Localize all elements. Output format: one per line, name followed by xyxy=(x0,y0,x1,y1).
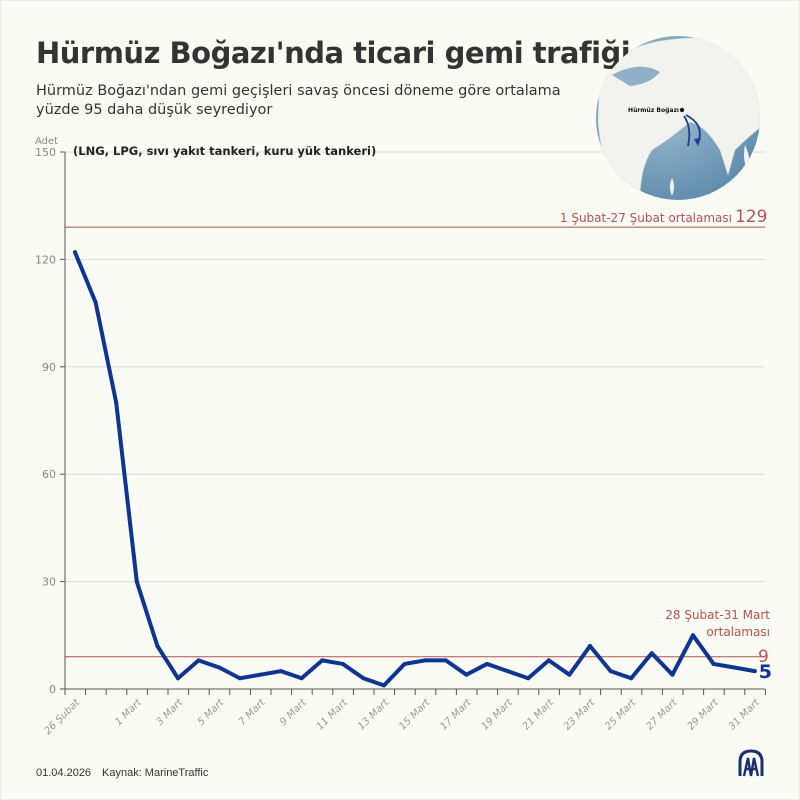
y-tick-label: 150 xyxy=(35,146,56,159)
data-point xyxy=(196,658,201,663)
data-point xyxy=(382,683,386,688)
x-tick-label: 13 Mart xyxy=(356,697,392,733)
x-tick-label: 29 Mart xyxy=(686,697,722,733)
chart-subtitle: (LNG, LPG, sıvı yakıt tankeri, kuru yük … xyxy=(73,144,376,158)
x-tick-label: 9 Mart xyxy=(278,697,309,728)
strait-marker xyxy=(679,107,685,113)
series-layer: 5 xyxy=(73,250,772,688)
x-tick-label: 27 Mart xyxy=(644,697,680,733)
x-tick-label: 5 Mart xyxy=(196,697,227,728)
data-point xyxy=(423,658,428,663)
y-tick-label: 0 xyxy=(49,683,56,696)
data-point xyxy=(588,644,592,649)
y-axis-label: Adet xyxy=(35,136,58,147)
arrow-in-icon xyxy=(683,115,691,147)
data-point xyxy=(176,676,180,681)
reference-value-feb-average: 129 xyxy=(735,207,767,227)
data-point xyxy=(73,250,77,255)
strait-label: Hürmüz Boğazı xyxy=(628,107,679,114)
data-point xyxy=(237,676,242,681)
data-point xyxy=(340,661,345,666)
x-tick-label: 23 Mart xyxy=(562,697,598,733)
data-point xyxy=(279,669,283,674)
data-point xyxy=(299,676,304,681)
data-point xyxy=(608,669,613,674)
data-point xyxy=(649,651,654,656)
data-point xyxy=(691,633,695,638)
page-subtitle: Hürmüz Boğazı'ndan gemi geçişleri savaş … xyxy=(36,83,561,118)
data-point xyxy=(546,658,551,663)
source-credit: Kaynak: MarineTraffic xyxy=(102,767,209,779)
publish-date: 01.04.2026 xyxy=(36,767,92,779)
locator-globe: Hürmüz Boğazı xyxy=(596,36,760,200)
reference-label-feb-average: 1 Şubat-27 Şubat ortalaması xyxy=(560,211,732,225)
x-tick-label: 25 Mart xyxy=(603,697,639,733)
x-tick-label: 31 Mart xyxy=(727,697,763,733)
page-title: Hürmüz Boğazı'nda ticari gemi trafiği xyxy=(36,36,631,70)
data-point xyxy=(505,669,510,674)
data-point xyxy=(752,669,757,674)
data-point xyxy=(670,672,675,677)
x-tick-label: 19 Mart xyxy=(480,697,516,733)
data-point xyxy=(402,661,407,666)
x-tick-label: 3 Mart xyxy=(154,697,185,728)
x-tick-label: 11 Mart xyxy=(315,697,351,733)
data-point xyxy=(464,672,469,677)
reference-label-war-average-line1: 28 Şubat-31 Mart xyxy=(665,608,770,622)
data-point xyxy=(711,661,716,666)
aa-logo xyxy=(738,749,764,777)
data-point xyxy=(443,658,448,663)
data-point xyxy=(361,676,366,681)
data-point xyxy=(155,644,160,649)
x-tick-label: 17 Mart xyxy=(438,697,474,733)
data-point xyxy=(732,665,737,670)
data-point xyxy=(485,661,489,666)
x-tick-label: 21 Mart xyxy=(521,697,557,733)
x-tick-label: 15 Mart xyxy=(397,697,433,733)
y-tick-label: 30 xyxy=(42,576,56,589)
globe-land xyxy=(597,37,760,200)
data-point xyxy=(567,672,572,677)
reference-label-war-average-line2: ortalaması xyxy=(706,625,770,639)
data-point xyxy=(320,658,325,663)
y-tick-label: 90 xyxy=(42,361,56,374)
data-point xyxy=(629,676,634,681)
y-tick-label: 60 xyxy=(42,468,56,481)
y-tick-label: 120 xyxy=(35,253,56,266)
axes: 0 30 60 90 120 150 26 Şubat 1 Mart 3 Mart 5 Mart 7… xyxy=(35,146,766,737)
x-tick-label: 26 Şubat xyxy=(43,697,83,737)
data-point xyxy=(526,676,531,681)
data-point xyxy=(114,400,119,405)
data-point xyxy=(258,672,263,677)
reference-lines: 1 Şubat-27 Şubat ortalaması 129 28 Şubat-3… xyxy=(65,207,770,667)
reference-value-war-average: 9 xyxy=(758,647,769,667)
data-point xyxy=(134,579,139,584)
series-line xyxy=(73,250,757,688)
series-end-label: 5 xyxy=(759,661,772,683)
x-tick-label: 7 Mart xyxy=(237,697,268,728)
data-point xyxy=(217,665,222,670)
x-tick-label: 1 Mart xyxy=(113,697,144,728)
data-point xyxy=(93,300,98,305)
